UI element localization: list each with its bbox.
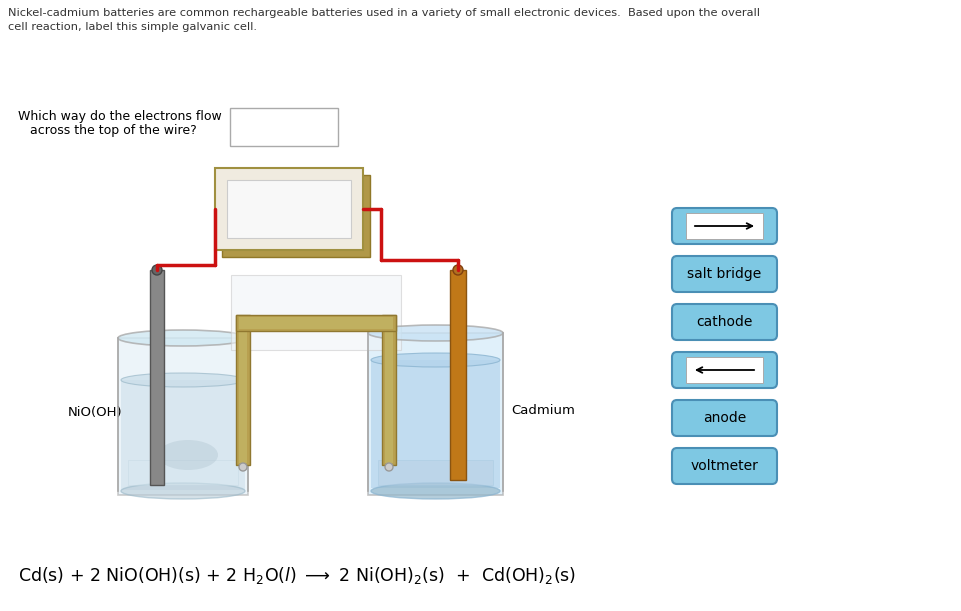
Ellipse shape <box>121 373 245 387</box>
Text: anode: anode <box>702 411 746 425</box>
Ellipse shape <box>453 265 462 275</box>
Text: across the top of the wire?: across the top of the wire? <box>18 124 197 137</box>
Bar <box>227 180 351 238</box>
Bar <box>118 338 248 495</box>
Text: Which way do the electrons flow: Which way do the electrons flow <box>18 110 222 123</box>
Bar <box>230 108 337 146</box>
Text: salt bridge: salt bridge <box>687 267 761 281</box>
Bar <box>214 168 362 250</box>
Ellipse shape <box>158 440 218 470</box>
Bar <box>150 270 163 485</box>
FancyBboxPatch shape <box>672 208 776 244</box>
FancyBboxPatch shape <box>672 448 776 484</box>
Text: Cd(s) + 2 NiO(OH)(s) + 2 H$_2$O($\it{l}$) $\longrightarrow$ 2 Ni(OH)$_2$(s)  +  : Cd(s) + 2 NiO(OH)(s) + 2 H$_2$O($\it{l}$… <box>18 565 576 586</box>
Text: cell reaction, label this simple galvanic cell.: cell reaction, label this simple galvani… <box>8 22 257 32</box>
Bar <box>384 317 393 463</box>
FancyBboxPatch shape <box>672 256 776 292</box>
Text: NiO(OH): NiO(OH) <box>68 406 122 419</box>
FancyBboxPatch shape <box>672 400 776 436</box>
Ellipse shape <box>371 353 500 367</box>
FancyBboxPatch shape <box>672 352 776 388</box>
Bar <box>371 360 500 488</box>
Bar <box>238 317 247 463</box>
Bar <box>450 270 465 480</box>
Bar <box>231 275 401 350</box>
Ellipse shape <box>118 330 248 346</box>
Bar <box>222 175 370 257</box>
Text: cathode: cathode <box>696 315 752 329</box>
Bar <box>382 315 396 465</box>
Ellipse shape <box>238 463 247 471</box>
Ellipse shape <box>152 265 161 275</box>
Bar <box>685 357 762 383</box>
FancyBboxPatch shape <box>672 304 776 340</box>
Bar <box>128 460 237 485</box>
Bar <box>121 380 245 490</box>
Ellipse shape <box>371 483 500 499</box>
Text: Cadmium: Cadmium <box>510 403 575 417</box>
Bar <box>238 317 393 329</box>
Bar <box>685 213 762 239</box>
Bar <box>235 315 250 465</box>
Ellipse shape <box>384 463 393 471</box>
Text: Nickel-cadmium batteries are common rechargeable batteries used in a variety of : Nickel-cadmium batteries are common rech… <box>8 8 759 18</box>
Bar <box>235 315 396 331</box>
Ellipse shape <box>368 325 503 341</box>
Ellipse shape <box>121 483 245 499</box>
Text: voltmeter: voltmeter <box>690 459 757 473</box>
Bar <box>368 333 503 495</box>
Bar <box>378 460 492 485</box>
